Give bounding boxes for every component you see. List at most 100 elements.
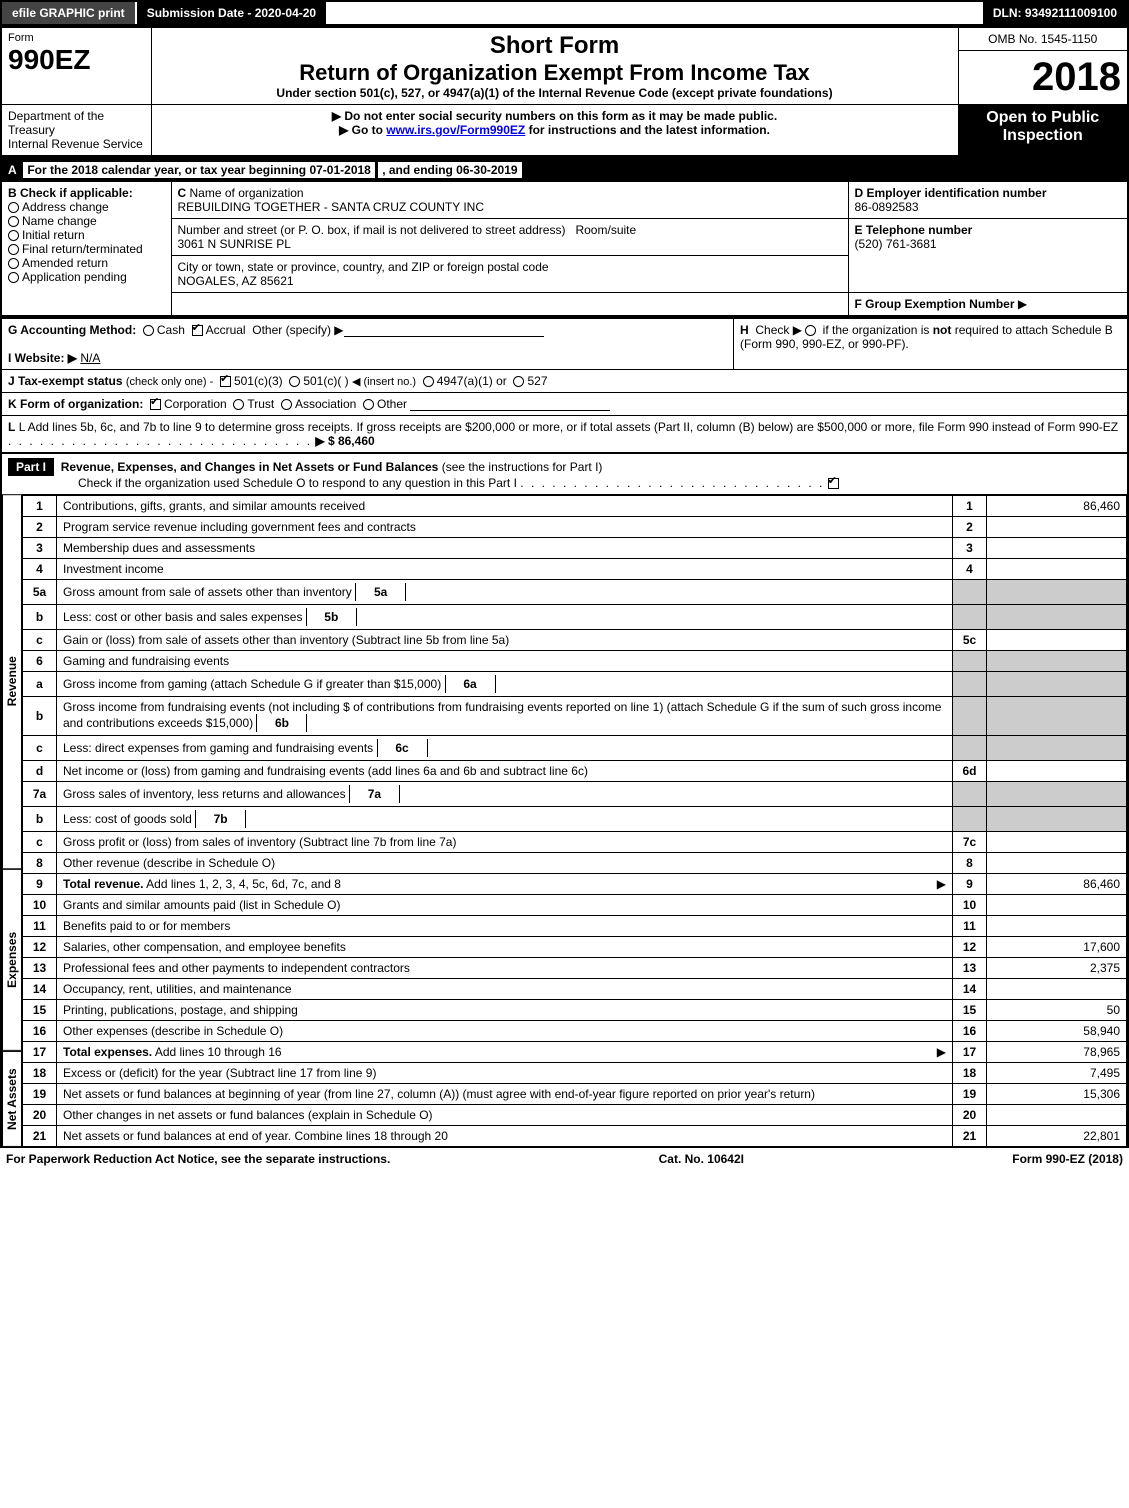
527-radio[interactable] [513, 376, 524, 387]
line-description: Investment income [57, 559, 953, 580]
line-ref: 18 [953, 1063, 987, 1084]
tax-exempt-hint: (check only one) - [126, 376, 213, 388]
line-description: Printing, publications, postage, and shi… [57, 1000, 953, 1021]
other-org-radio[interactable] [363, 399, 374, 410]
line-amount [987, 630, 1127, 651]
line-amount [987, 895, 1127, 916]
table-row: cGross profit or (loss) from sales of in… [23, 832, 1127, 853]
main-title: Return of Organization Exempt From Incom… [158, 60, 952, 86]
efile-print-button[interactable]: efile GRAPHIC print [2, 2, 137, 24]
line-ref [953, 697, 987, 736]
short-form-title: Short Form [158, 32, 952, 60]
form-header: Form 990EZ Short Form Return of Organiza… [0, 26, 1129, 157]
phone-value: (520) 761-3681 [855, 237, 1122, 251]
line-ref: 8 [953, 853, 987, 874]
line-description: Gross profit or (loss) from sales of inv… [57, 832, 953, 853]
table-row: bLess: cost or other basis and sales exp… [23, 605, 1127, 630]
line-number: 2 [23, 517, 57, 538]
line-description: Gross income from fundraising events (no… [57, 697, 953, 736]
amended-return-radio[interactable] [8, 258, 19, 269]
schedule-o-checkbox[interactable] [828, 478, 839, 489]
initial-return-radio[interactable] [8, 230, 19, 241]
line-amount: 58,940 [987, 1021, 1127, 1042]
subline-value [399, 785, 449, 803]
amended-return-label: Amended return [22, 256, 108, 270]
line-ref: 11 [953, 916, 987, 937]
name-change-radio[interactable] [8, 216, 19, 227]
line-number: 4 [23, 559, 57, 580]
line-amount [987, 832, 1127, 853]
period-end: , and ending 06-30-2019 [378, 162, 521, 178]
line-amount [987, 761, 1127, 782]
table-row: cGain or (loss) from sale of assets othe… [23, 630, 1127, 651]
cash-radio[interactable] [143, 325, 154, 336]
check-if-applicable: Check if applicable: [20, 186, 133, 200]
schedule-b-radio[interactable] [805, 325, 816, 336]
table-row: 15Printing, publications, postage, and s… [23, 1000, 1127, 1021]
association-radio[interactable] [281, 399, 292, 410]
other-org-input[interactable] [410, 399, 610, 411]
page-footer: For Paperwork Reduction Act Notice, see … [0, 1147, 1129, 1170]
address-change-radio[interactable] [8, 202, 19, 213]
line-description: Salaries, other compensation, and employ… [57, 937, 953, 958]
lines-container: Revenue Expenses Net Assets 1Contributio… [0, 494, 1129, 1147]
room-suite-label: Room/suite [575, 223, 636, 237]
line-ref [953, 672, 987, 697]
accrual-checkbox[interactable] [192, 325, 203, 336]
501c3-checkbox[interactable] [220, 376, 231, 387]
part1-header: Part I Revenue, Expenses, and Changes in… [0, 454, 1129, 494]
corporation-label: Corporation [164, 397, 227, 411]
subline-ref: 7b [195, 810, 245, 828]
group-exemption-label: F Group Exemption Number [855, 297, 1015, 311]
corporation-checkbox[interactable] [150, 399, 161, 410]
line-number: 12 [23, 937, 57, 958]
line-amount [987, 517, 1127, 538]
line-description: Other changes in net assets or fund bala… [57, 1105, 953, 1126]
part1-check-line: Check if the organization used Schedule … [78, 476, 517, 490]
line-amount [987, 605, 1127, 630]
trust-radio[interactable] [233, 399, 244, 410]
part1-tag: Part I [8, 458, 54, 476]
subline-ref: 6a [445, 675, 495, 693]
topbar-spacer [328, 2, 983, 24]
association-label: Association [295, 397, 356, 411]
line-amount [987, 580, 1127, 605]
table-row: 19Net assets or fund balances at beginni… [23, 1084, 1127, 1105]
arrow-icon: ▶ [937, 877, 946, 891]
ghijkl-block: G Accounting Method: Cash Accrual Other … [0, 317, 1129, 454]
final-return-radio[interactable] [8, 244, 19, 255]
schedule-b-check-text: Check ▶ if the organization is not requi… [740, 323, 1113, 351]
line-number: b [23, 605, 57, 630]
application-pending-radio[interactable] [8, 272, 19, 283]
table-row: 7aGross sales of inventory, less returns… [23, 782, 1127, 807]
form-word: Form [8, 32, 145, 44]
arrow-icon: ▶ [1018, 297, 1027, 311]
block-c-label: C [178, 186, 187, 200]
line-ref [953, 736, 987, 761]
other-specify-input[interactable] [344, 325, 544, 337]
line-description: Other revenue (describe in Schedule O) [57, 853, 953, 874]
501c-radio[interactable] [289, 376, 300, 387]
line-amount [987, 672, 1127, 697]
application-pending-label: Application pending [22, 270, 127, 284]
street-value: 3061 N SUNRISE PL [178, 237, 291, 251]
line-amount: 17,600 [987, 937, 1127, 958]
4947-radio[interactable] [423, 376, 434, 387]
table-row: 9Total revenue. Add lines 1, 2, 3, 4, 5c… [23, 874, 1127, 895]
identity-block: A For the 2018 calendar year, or tax yea… [0, 157, 1129, 317]
line-amount: 86,460 [987, 874, 1127, 895]
table-row: 17Total expenses. Add lines 10 through 1… [23, 1042, 1127, 1063]
table-row: 18Excess or (deficit) for the year (Subt… [23, 1063, 1127, 1084]
irs-link[interactable]: www.irs.gov/Form990EZ [386, 123, 525, 137]
line-amount [987, 697, 1127, 736]
part1-hint: (see the instructions for Part I) [442, 460, 603, 474]
subline-value [427, 739, 477, 757]
line-ref: 9 [953, 874, 987, 895]
line-amount [987, 651, 1127, 672]
527-label: 527 [527, 374, 547, 388]
submission-date-button[interactable]: Submission Date - 2020-04-20 [137, 2, 328, 24]
arrow-icon: ▶ [937, 1045, 946, 1059]
table-row: 21Net assets or fund balances at end of … [23, 1126, 1127, 1147]
omb-number: OMB No. 1545-1150 [958, 27, 1128, 51]
table-row: 6Gaming and fundraising events [23, 651, 1127, 672]
